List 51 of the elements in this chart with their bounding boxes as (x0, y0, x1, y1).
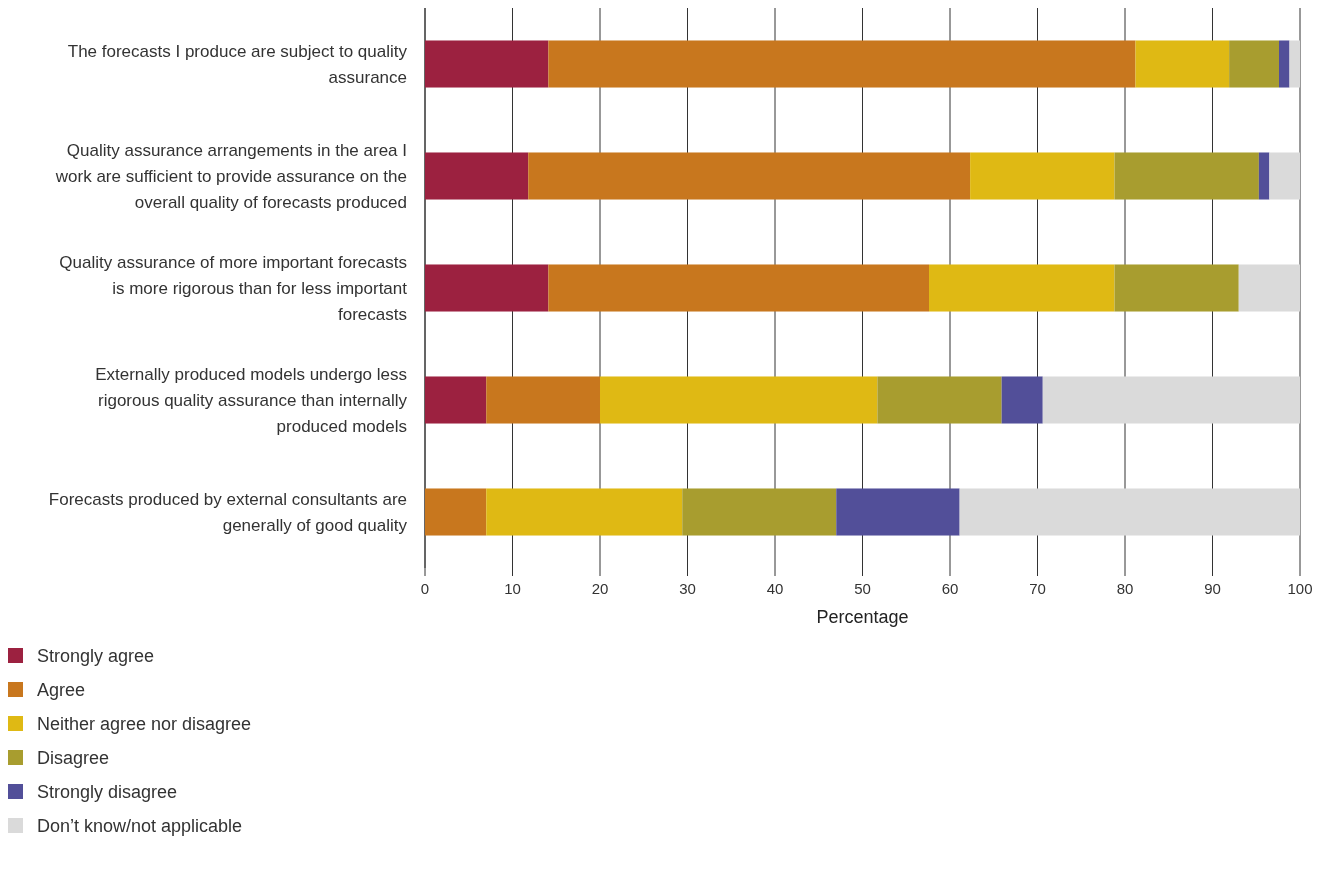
x-tick-label: 80 (1116, 580, 1134, 597)
x-axis-title: Percentage (816, 607, 909, 627)
bar (1269, 152, 1301, 200)
bar (425, 376, 487, 424)
x-tick-label: 10 (504, 580, 521, 597)
y-tick-label: Quality assurance of more important forecasts is more rigorous than for less important forecasts (59, 253, 408, 324)
bar (970, 152, 1115, 200)
x-tick-label: 90 (1204, 580, 1221, 597)
bar (836, 488, 960, 536)
bar (1229, 40, 1279, 88)
bar (1001, 376, 1043, 424)
x-tick-label: 30 (679, 580, 696, 597)
legend-label: Neither agree nor disagree (37, 714, 252, 734)
x-tick-label: 0 (420, 580, 430, 597)
bar (486, 376, 600, 424)
legend-label: Strongly agree (37, 646, 155, 666)
legend-label: Strongly disagree (37, 782, 178, 802)
bar (1238, 264, 1300, 312)
x-tick-label: 20 (591, 580, 609, 597)
bar (486, 488, 683, 536)
legend-label: Disagree (37, 748, 110, 768)
bar (877, 376, 1002, 424)
x-tick-label: 50 (854, 580, 871, 597)
bar (425, 264, 549, 312)
x-tick-label: 70 (1029, 580, 1046, 597)
y-tick-label: Externally produced models undergo less rigorous quality assurance than internally produced models (95, 365, 408, 436)
bar (1114, 152, 1259, 200)
bar (929, 264, 1115, 312)
legend-label: Agree (37, 680, 86, 700)
bar (1279, 40, 1290, 88)
y-tick-label: The forecasts I produce are subject to quality assurance (67, 42, 408, 87)
bar (1258, 152, 1270, 200)
bar (959, 488, 1300, 536)
bar (1042, 376, 1300, 424)
bar (548, 264, 929, 312)
y-tick-label: Quality assurance arrangements in the area I work are sufficient to provide assurance on the overall quality of forecasts produced (54, 141, 407, 212)
bar (600, 376, 878, 424)
bar (1114, 264, 1239, 312)
x-tick-label: 100 (1287, 580, 1313, 597)
bar (1289, 40, 1300, 88)
bar (425, 40, 549, 88)
bar (548, 40, 1136, 88)
x-tick-label: 40 (766, 580, 784, 597)
bar (682, 488, 837, 536)
bar (425, 488, 487, 536)
x-tick-label: 60 (941, 580, 959, 597)
bar (425, 152, 529, 200)
y-tick-label: Forecasts produced by external consultants are generally of good quality (48, 490, 408, 535)
bar (1135, 40, 1230, 88)
legend-label: Don’t know/not applicable (37, 816, 243, 836)
bar (528, 152, 971, 200)
